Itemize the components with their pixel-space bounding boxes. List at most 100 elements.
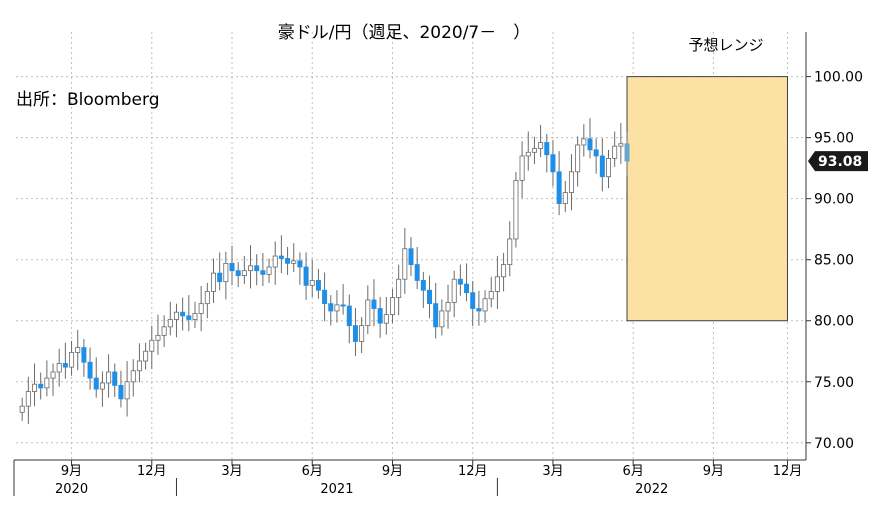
candle-body: [161, 326, 167, 336]
candle-body: [38, 383, 44, 389]
candle-body: [346, 305, 352, 327]
candle-body: [118, 385, 124, 400]
candle-body: [612, 145, 618, 159]
y-tick-label: 75.00: [814, 375, 854, 391]
candle-body: [229, 262, 235, 272]
y-axis-ticks: 70.00 75.00 80.00 85.00 90.00 95.00 100.00: [806, 70, 863, 452]
candle-body: [420, 280, 426, 291]
candle-body: [581, 138, 587, 146]
y-tick-label: 85.00: [814, 253, 854, 269]
candle-body: [593, 149, 599, 157]
y-tick-label: 90.00: [814, 192, 854, 208]
candle-body: [180, 311, 186, 317]
candle-body: [297, 260, 303, 268]
candle-body: [427, 289, 433, 305]
candle-body: [56, 363, 62, 373]
candle-body: [32, 383, 38, 392]
x-tick-label: 9月: [703, 464, 724, 479]
candle-body: [359, 325, 365, 342]
candle-body: [248, 265, 254, 272]
candle-body: [556, 171, 562, 204]
candle-body: [587, 138, 593, 151]
candle-body: [192, 313, 198, 320]
candle-body: [352, 325, 358, 342]
candle-body: [309, 280, 315, 286]
candle-body: [439, 310, 445, 328]
candle-body: [414, 264, 420, 281]
candle-body: [544, 142, 550, 156]
candle-body: [408, 248, 414, 265]
candle-body: [433, 303, 439, 328]
candle-body: [25, 391, 31, 407]
candle-body: [396, 278, 402, 298]
candle-body: [303, 266, 309, 286]
last-price-marker: [808, 151, 868, 172]
candle-body: [285, 258, 291, 264]
candle-body: [272, 255, 278, 268]
x-tick-label: 12月: [458, 464, 488, 479]
x-tick-label: 3月: [542, 464, 563, 479]
candle-body: [210, 272, 216, 292]
candle-body: [624, 143, 630, 162]
candle-body: [19, 405, 25, 413]
candle-body: [136, 360, 142, 372]
candle-body: [365, 299, 371, 327]
candle-body: [106, 371, 112, 384]
candle-body: [235, 270, 241, 276]
candle-body: [149, 339, 155, 352]
candle-body: [340, 304, 346, 307]
x-year-label: 2021: [320, 482, 353, 497]
y-tick-label: 100.00: [814, 70, 863, 86]
candle-body: [99, 382, 105, 390]
candle-body: [525, 151, 531, 157]
y-tick-label: 70.00: [814, 436, 854, 452]
y-tick-label: 80.00: [814, 314, 854, 330]
candle-body: [513, 179, 519, 240]
candle-body: [173, 311, 179, 320]
candle-body: [599, 155, 605, 178]
x-tick-label: 12月: [137, 464, 167, 479]
candle-body: [155, 334, 161, 341]
candle-body: [93, 377, 99, 390]
candle-body: [470, 292, 476, 309]
candles: [19, 118, 630, 424]
candle-body: [488, 291, 494, 300]
x-tick-label: 9月: [382, 464, 403, 479]
candle-body: [550, 154, 556, 173]
x-tick-label: 12月: [773, 464, 803, 479]
candle-body: [241, 270, 247, 276]
candle-body: [322, 289, 328, 305]
candle-body: [50, 371, 56, 379]
candle-body: [62, 363, 68, 368]
x-axis-ticks: 9月 12月 3月 6月 9月 12月 3月 6月 9月 12月 2020 2021 2022: [13, 460, 803, 497]
x-tick-label: 6月: [302, 464, 323, 479]
candle-body: [575, 144, 581, 173]
chart-title: 豪ドル/円（週足、2020/7－ ）: [278, 22, 531, 43]
candle-body: [334, 304, 340, 312]
x-year-label: 2022: [635, 482, 668, 497]
last-price-tag: 93.08: [808, 151, 868, 172]
candle-body: [124, 381, 130, 400]
candle-body: [75, 347, 81, 353]
candle-body: [291, 260, 297, 264]
candle-body: [87, 361, 93, 379]
candle-body: [568, 171, 574, 193]
x-tick-label: 9月: [61, 464, 82, 479]
candle-body: [204, 291, 210, 305]
candle-body: [538, 142, 544, 150]
x-tick-label: 6月: [623, 464, 644, 479]
forecast-range-label: 予想レンジ: [688, 36, 763, 54]
candle-body: [389, 297, 395, 316]
candle-body: [494, 276, 500, 292]
candle-body: [186, 315, 192, 320]
candle-body: [445, 302, 451, 312]
candle-body: [112, 371, 118, 386]
candle-body: [44, 377, 50, 389]
candle-body: [69, 352, 75, 368]
candle-body: [501, 264, 507, 278]
candle-body: [254, 265, 260, 272]
y-tick-label: 95.00: [814, 131, 854, 147]
source-note: 出所：Bloomberg: [16, 90, 159, 110]
candle-body: [278, 255, 284, 259]
